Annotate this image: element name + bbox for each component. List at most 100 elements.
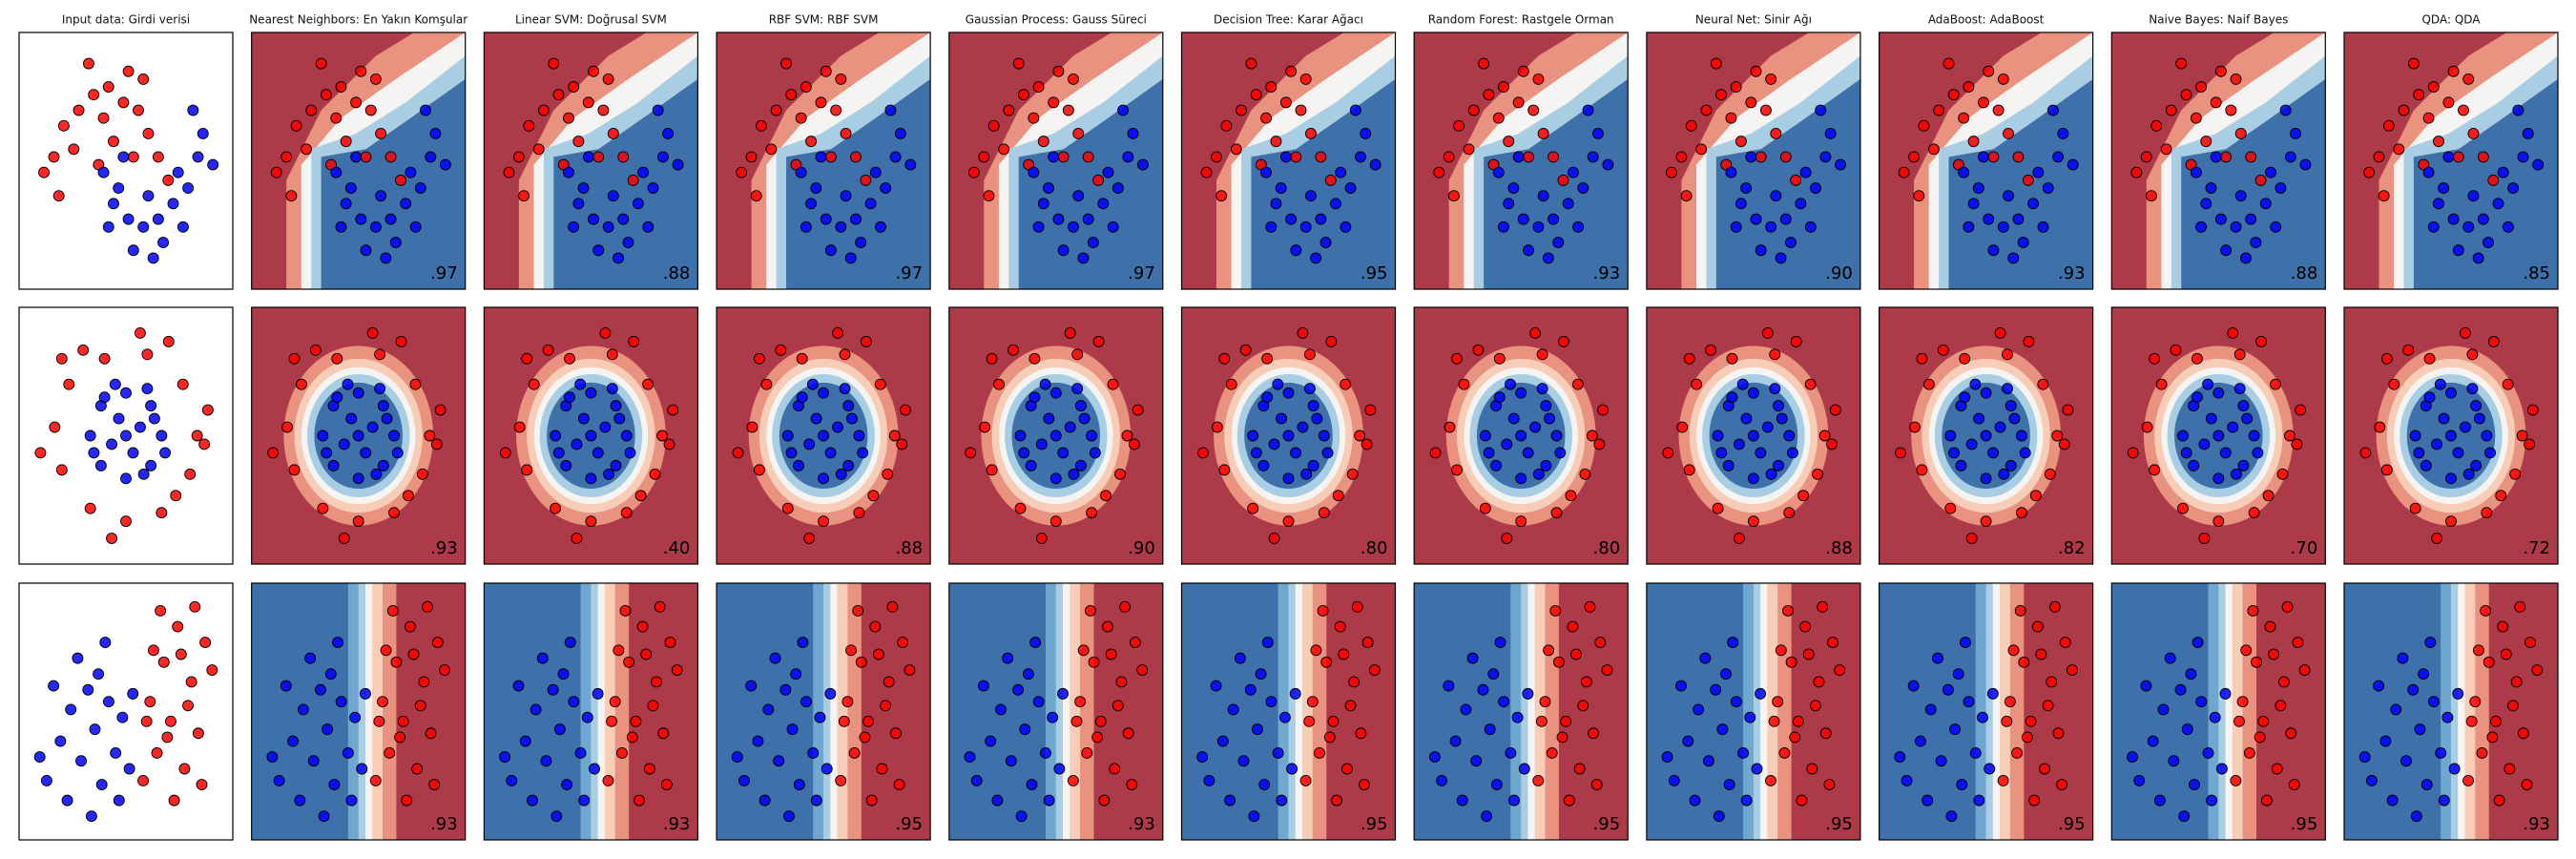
data-point [874, 378, 886, 390]
data-point [1250, 447, 1262, 459]
data-point [1810, 182, 1821, 194]
data-point [756, 119, 767, 132]
data-point [1470, 755, 1483, 767]
data-point [2028, 794, 2041, 807]
score-label: .82 [2058, 538, 2086, 558]
data-point [758, 794, 771, 807]
data-point [1713, 810, 1725, 823]
data-point [2247, 605, 2259, 617]
data-point [592, 151, 605, 163]
data-point [1340, 378, 1352, 390]
data-point [2164, 652, 2176, 664]
data-point [1071, 383, 1084, 395]
panel-frame [716, 582, 931, 841]
data-point [2237, 459, 2250, 471]
data-point [503, 166, 515, 178]
data-point [1730, 696, 1742, 708]
data-point [527, 794, 538, 807]
data-point [366, 421, 379, 433]
data-point [2509, 468, 2522, 480]
data-point [1270, 136, 1282, 148]
data-point [1790, 335, 1802, 347]
data-point [1215, 190, 1228, 202]
data-point [2481, 507, 2493, 519]
data-point [1484, 723, 1496, 736]
column-title: Neural Net: Sinir Ağı [1695, 13, 1812, 27]
data-point [1048, 96, 1060, 109]
data-point [1210, 680, 1222, 692]
data-point [360, 447, 372, 459]
data-point [781, 430, 794, 442]
data-point [1761, 421, 1774, 433]
panel [484, 32, 698, 289]
data-point [1818, 430, 1831, 442]
data-point [1306, 696, 1319, 708]
data-point [1567, 166, 1579, 178]
panel-frame [1413, 306, 1629, 565]
data-point [2397, 652, 2409, 664]
data-point [1773, 400, 1784, 412]
data-point [848, 747, 861, 759]
data-point [1472, 344, 1485, 356]
data-point [1955, 459, 1967, 471]
region-blue [321, 78, 466, 289]
data-point [624, 447, 636, 459]
data-point [2133, 774, 2146, 786]
data-point [640, 648, 653, 660]
data-point [2493, 794, 2505, 807]
data-point [296, 378, 307, 390]
data-point [779, 683, 792, 696]
data-point [1300, 468, 1313, 480]
data-point [1956, 779, 1968, 791]
panel-frame [1180, 31, 1397, 290]
data-point [2484, 447, 2497, 459]
data-point [652, 104, 664, 116]
data-point [120, 472, 132, 485]
data-point [2250, 237, 2262, 249]
data-point [2014, 605, 2026, 617]
data-point [1747, 515, 1759, 528]
data-point [2452, 244, 2464, 257]
data-point [192, 151, 204, 163]
data-point [1736, 378, 1749, 390]
data-point [1963, 220, 1975, 233]
data-point [1111, 700, 1124, 712]
data-point [2476, 747, 2488, 759]
data-point [1068, 468, 1080, 480]
data-point [422, 600, 433, 613]
data-point [315, 683, 326, 696]
data-point [2438, 182, 2450, 194]
data-point [1017, 89, 1029, 101]
data-point [805, 198, 818, 210]
data-point [1597, 404, 1610, 416]
data-point [1067, 774, 1079, 786]
data-point [280, 151, 293, 163]
data-point [1755, 687, 1767, 700]
data-point [2431, 438, 2443, 450]
data-point [175, 648, 187, 660]
data-point [667, 404, 679, 416]
data-point [585, 387, 597, 399]
data-point [1815, 104, 1827, 116]
data-point [620, 507, 633, 519]
data-point [630, 715, 642, 727]
data-point [884, 104, 897, 116]
data-point [1799, 620, 1812, 633]
data-point [597, 104, 610, 116]
data-point [142, 190, 155, 202]
data-point [2178, 810, 2191, 823]
data-point [2058, 438, 2070, 450]
panel-frame [716, 31, 931, 290]
data-point [1916, 352, 1928, 365]
data-point [1137, 158, 1149, 171]
data-point [2225, 104, 2237, 116]
data-point [196, 779, 208, 791]
data-point [1324, 174, 1337, 186]
data-point [1025, 459, 1037, 471]
data-point [1272, 378, 1284, 390]
data-point [1279, 96, 1292, 109]
data-point [1994, 421, 2006, 433]
data-point [161, 731, 174, 744]
data-point [49, 421, 61, 433]
region-blue [1484, 78, 1629, 289]
